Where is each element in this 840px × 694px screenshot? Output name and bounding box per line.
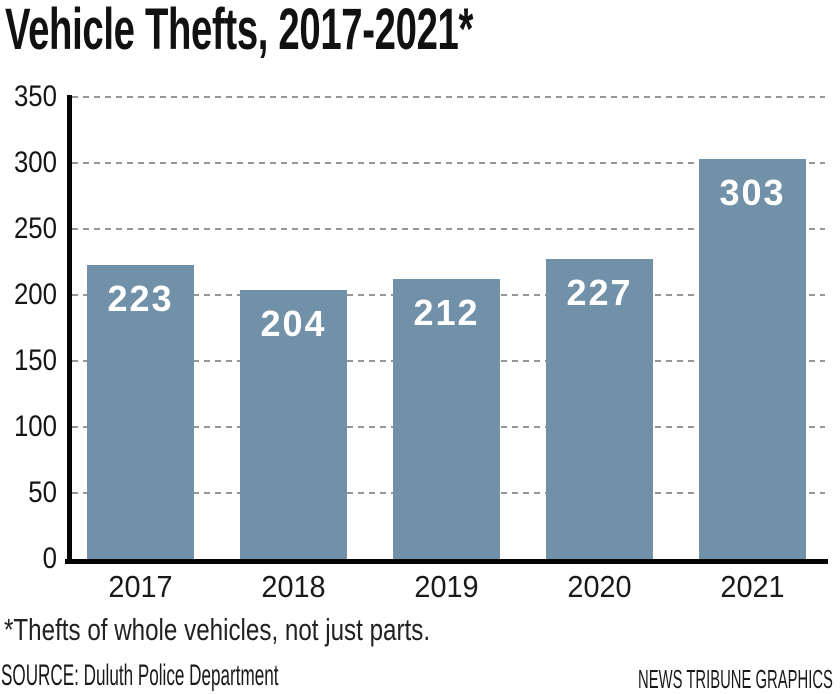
bar-value-label: 212 xyxy=(413,292,480,333)
x-tick-label-2017: 2017 xyxy=(108,569,173,604)
y-tick-label-100: 100 xyxy=(13,410,57,443)
bar-value-label: 223 xyxy=(107,278,174,319)
source-credit: SOURCE: Duluth Police Department xyxy=(1,659,279,692)
x-tick-label-2020: 2020 xyxy=(567,569,632,604)
gridline-350 xyxy=(72,96,825,98)
y-tick-label-50: 50 xyxy=(28,476,57,509)
y-tick-label-0: 0 xyxy=(42,542,57,575)
y-tick-label-300: 300 xyxy=(13,146,57,179)
graphics-credit: NEWS TRIBUNE GRAPHICS xyxy=(638,664,833,694)
bar-2021: 303 xyxy=(699,159,806,559)
y-axis-line xyxy=(67,95,72,564)
bar-2018: 204 xyxy=(240,290,347,559)
y-tick-label-250: 250 xyxy=(13,212,57,245)
x-tick-label-2018: 2018 xyxy=(261,569,326,604)
footnote: *Thefts of whole vehicles, not just part… xyxy=(4,612,431,647)
y-tick-label-150: 150 xyxy=(13,344,57,377)
bar-2019: 212 xyxy=(393,279,500,559)
bar-value-label: 204 xyxy=(260,303,327,344)
chart-title: Vehicle Thefts, 2017-2021* xyxy=(5,0,474,62)
y-tick-label-350: 350 xyxy=(13,80,57,113)
x-tick-label-2019: 2019 xyxy=(414,569,479,604)
x-tick-label-2021: 2021 xyxy=(720,569,785,604)
bar-value-label: 227 xyxy=(566,272,633,313)
bar-2017: 223 xyxy=(87,265,194,559)
y-tick-label-200: 200 xyxy=(13,278,57,311)
gridline-300 xyxy=(72,162,825,164)
gridline-250 xyxy=(72,228,825,230)
bar-2020: 227 xyxy=(546,259,653,559)
bar-value-label: 303 xyxy=(719,172,786,213)
x-axis-line xyxy=(65,559,828,564)
